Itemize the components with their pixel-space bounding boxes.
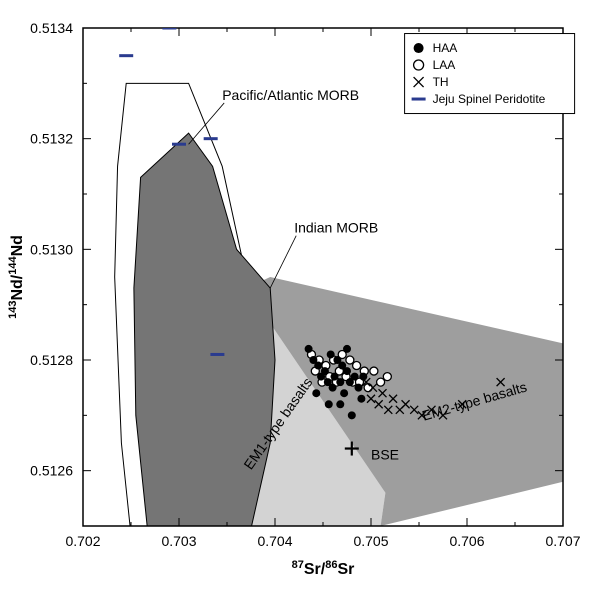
isotope-scatter-plot: 0.702 0.703 0.704 0.705 0.706 0.707 0.5126 0.51… — [0, 0, 593, 607]
legend-label: LAA — [433, 58, 456, 72]
legend-label: TH — [433, 75, 449, 89]
x-tick-label: 0.703 — [161, 533, 196, 549]
label-indian-morb: Indian MORB — [294, 220, 378, 236]
y-tick-label: 0.5130 — [30, 241, 73, 257]
x-tick-label: 0.707 — [545, 533, 580, 549]
y-axis-title: 143Nd/144Nd — [7, 235, 26, 319]
y-tick-label: 0.5132 — [30, 131, 73, 147]
y-tick-label: 0.5134 — [30, 20, 73, 36]
label-bse: BSE — [371, 447, 399, 463]
legend: HAA LAA TH Jeju Spinel Peridotite — [405, 34, 575, 114]
label-pacific-morb: Pacific/Atlantic MORB — [222, 87, 359, 103]
x-tick-label: 0.702 — [65, 533, 100, 549]
x-tick-label: 0.704 — [257, 533, 292, 549]
x-tick-label: 0.705 — [353, 533, 388, 549]
x-tick-label: 0.706 — [449, 533, 484, 549]
x-axis-title: 87Sr/86Sr — [292, 559, 355, 578]
legend-label: Jeju Spinel Peridotite — [433, 92, 546, 106]
y-tick-label: 0.5126 — [30, 463, 73, 479]
legend-label: HAA — [433, 41, 458, 55]
y-tick-label: 0.5128 — [30, 352, 73, 368]
